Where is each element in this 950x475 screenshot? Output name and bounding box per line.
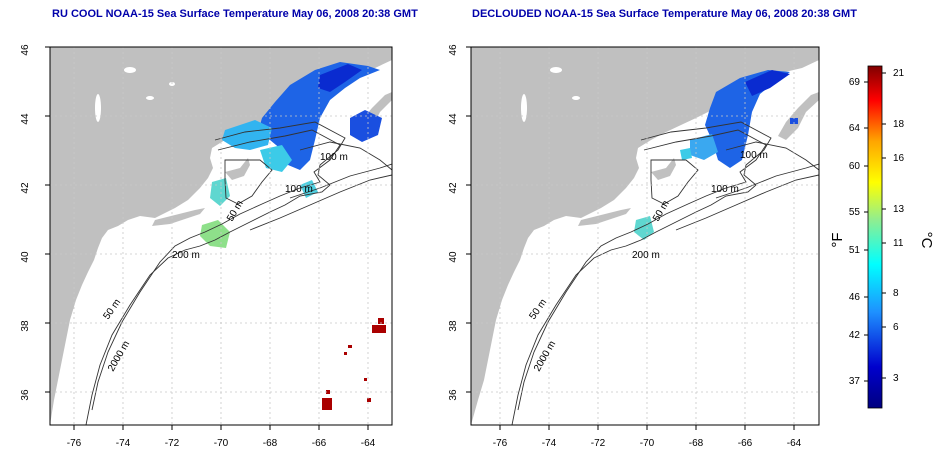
lat-tick-label: 44 [20, 113, 31, 125]
lat-tick-label: 46 [448, 44, 459, 56]
cape-cod [651, 158, 676, 180]
sst-green-patch [200, 220, 230, 248]
lon-tick-label: -68 [263, 438, 278, 449]
contour-label: 100 m [285, 184, 313, 195]
lat-tick-label: 38 [20, 320, 31, 332]
fahrenheit-tick: 37 [849, 376, 861, 387]
grid-lines [50, 47, 392, 425]
contour-label: 100 m [740, 150, 768, 161]
lake [95, 94, 101, 122]
left-map-title: RU COOL NOAA-15 Sea Surface Temperature … [52, 8, 418, 20]
lat-tick-label: 42 [20, 182, 31, 194]
sst-cyan-patch [634, 216, 654, 240]
long-island [578, 208, 631, 226]
celsius-tick: 13 [893, 204, 905, 215]
lat-tick-label: 40 [20, 251, 31, 263]
fahrenheit-tick: 42 [849, 330, 861, 341]
celsius-tick: 21 [893, 68, 905, 79]
colorbar-gradient [867, 65, 883, 409]
map-frame [470, 46, 820, 426]
lon-tick-label: -74 [116, 438, 131, 449]
lat-tick-label: 42 [448, 182, 459, 194]
sst-cold-patch [705, 70, 790, 168]
lon-tick-label: -70 [214, 438, 229, 449]
sst-cold-patch [258, 62, 380, 170]
lat-tick-label: 36 [20, 389, 31, 401]
contour-label: 200 m [632, 250, 660, 261]
lake [572, 96, 580, 100]
celsius-tick: 16 [893, 153, 905, 164]
lat-tick-label: 36 [448, 389, 459, 401]
lake [521, 94, 527, 122]
celsius-unit-label: °C [918, 232, 935, 249]
sst-cold-patch [790, 118, 798, 124]
sst-mid-patch [690, 134, 718, 160]
contour-label: 200 m [172, 250, 200, 261]
land-mass [50, 47, 392, 425]
fahrenheit-unit-label: °F [829, 232, 846, 247]
right-map-title: DECLOUDED NOAA-15 Sea Surface Temperatur… [472, 8, 857, 20]
fahrenheit-tick: 69 [849, 77, 861, 88]
sst-mid-patch [222, 120, 272, 150]
lat-tick-label: 38 [448, 320, 459, 332]
fahrenheit-tick: 55 [849, 207, 861, 218]
lon-tick-label: -76 [67, 438, 82, 449]
lon-tick-label: -64 [361, 438, 376, 449]
sst-cold-patch [745, 70, 790, 96]
nova-scotia [778, 92, 819, 140]
lon-tick-label: -72 [165, 438, 180, 449]
sst-mid-patch [680, 148, 692, 160]
lon-tick-label: -72 [591, 438, 606, 449]
lat-tick-label: 44 [448, 113, 459, 125]
fahrenheit-tick: 60 [849, 161, 861, 172]
contour-label: 100 m [711, 184, 739, 195]
fahrenheit-tick: 46 [849, 292, 861, 303]
fahrenheit-tick: 64 [849, 123, 861, 134]
celsius-tick: 8 [893, 288, 899, 299]
lon-tick-label: -64 [787, 438, 802, 449]
lon-tick-label: -70 [640, 438, 655, 449]
lat-tick-label: 46 [20, 44, 31, 56]
lon-tick-label: -74 [542, 438, 557, 449]
land-mass [471, 47, 819, 425]
lon-tick-label: -66 [312, 438, 327, 449]
grid-lines [471, 47, 819, 425]
lake [146, 96, 154, 100]
long-island [152, 208, 205, 226]
lat-tick-label: 40 [448, 251, 459, 263]
lake [124, 67, 136, 73]
sst-mid-patch [260, 145, 292, 172]
temperature-colorbar: 69 64 60 55 51 46 42 37 21 18 16 13 11 8… [829, 65, 935, 409]
contour-label: 100 m [320, 152, 348, 163]
celsius-tick: 11 [893, 238, 904, 249]
lake [550, 67, 562, 73]
cape-cod [225, 158, 250, 180]
celsius-tick: 18 [893, 119, 905, 130]
celsius-tick: 6 [893, 322, 899, 333]
sst-warm-specks [322, 318, 386, 410]
right-map-panel: 100 m 100 m 50 m 200 m 50 m 2000 m 46 44… [448, 44, 820, 449]
left-map-panel: 100 m 100 m 50 m 200 m 50 m 2000 m 46 44… [20, 44, 393, 449]
lon-tick-label: -66 [738, 438, 753, 449]
celsius-tick: 3 [893, 373, 899, 384]
lon-tick-label: -68 [689, 438, 704, 449]
sst-cold-patch [350, 110, 382, 142]
sst-cold-patch [318, 64, 362, 92]
lon-tick-label: -76 [493, 438, 508, 449]
fahrenheit-tick: 51 [849, 245, 861, 256]
